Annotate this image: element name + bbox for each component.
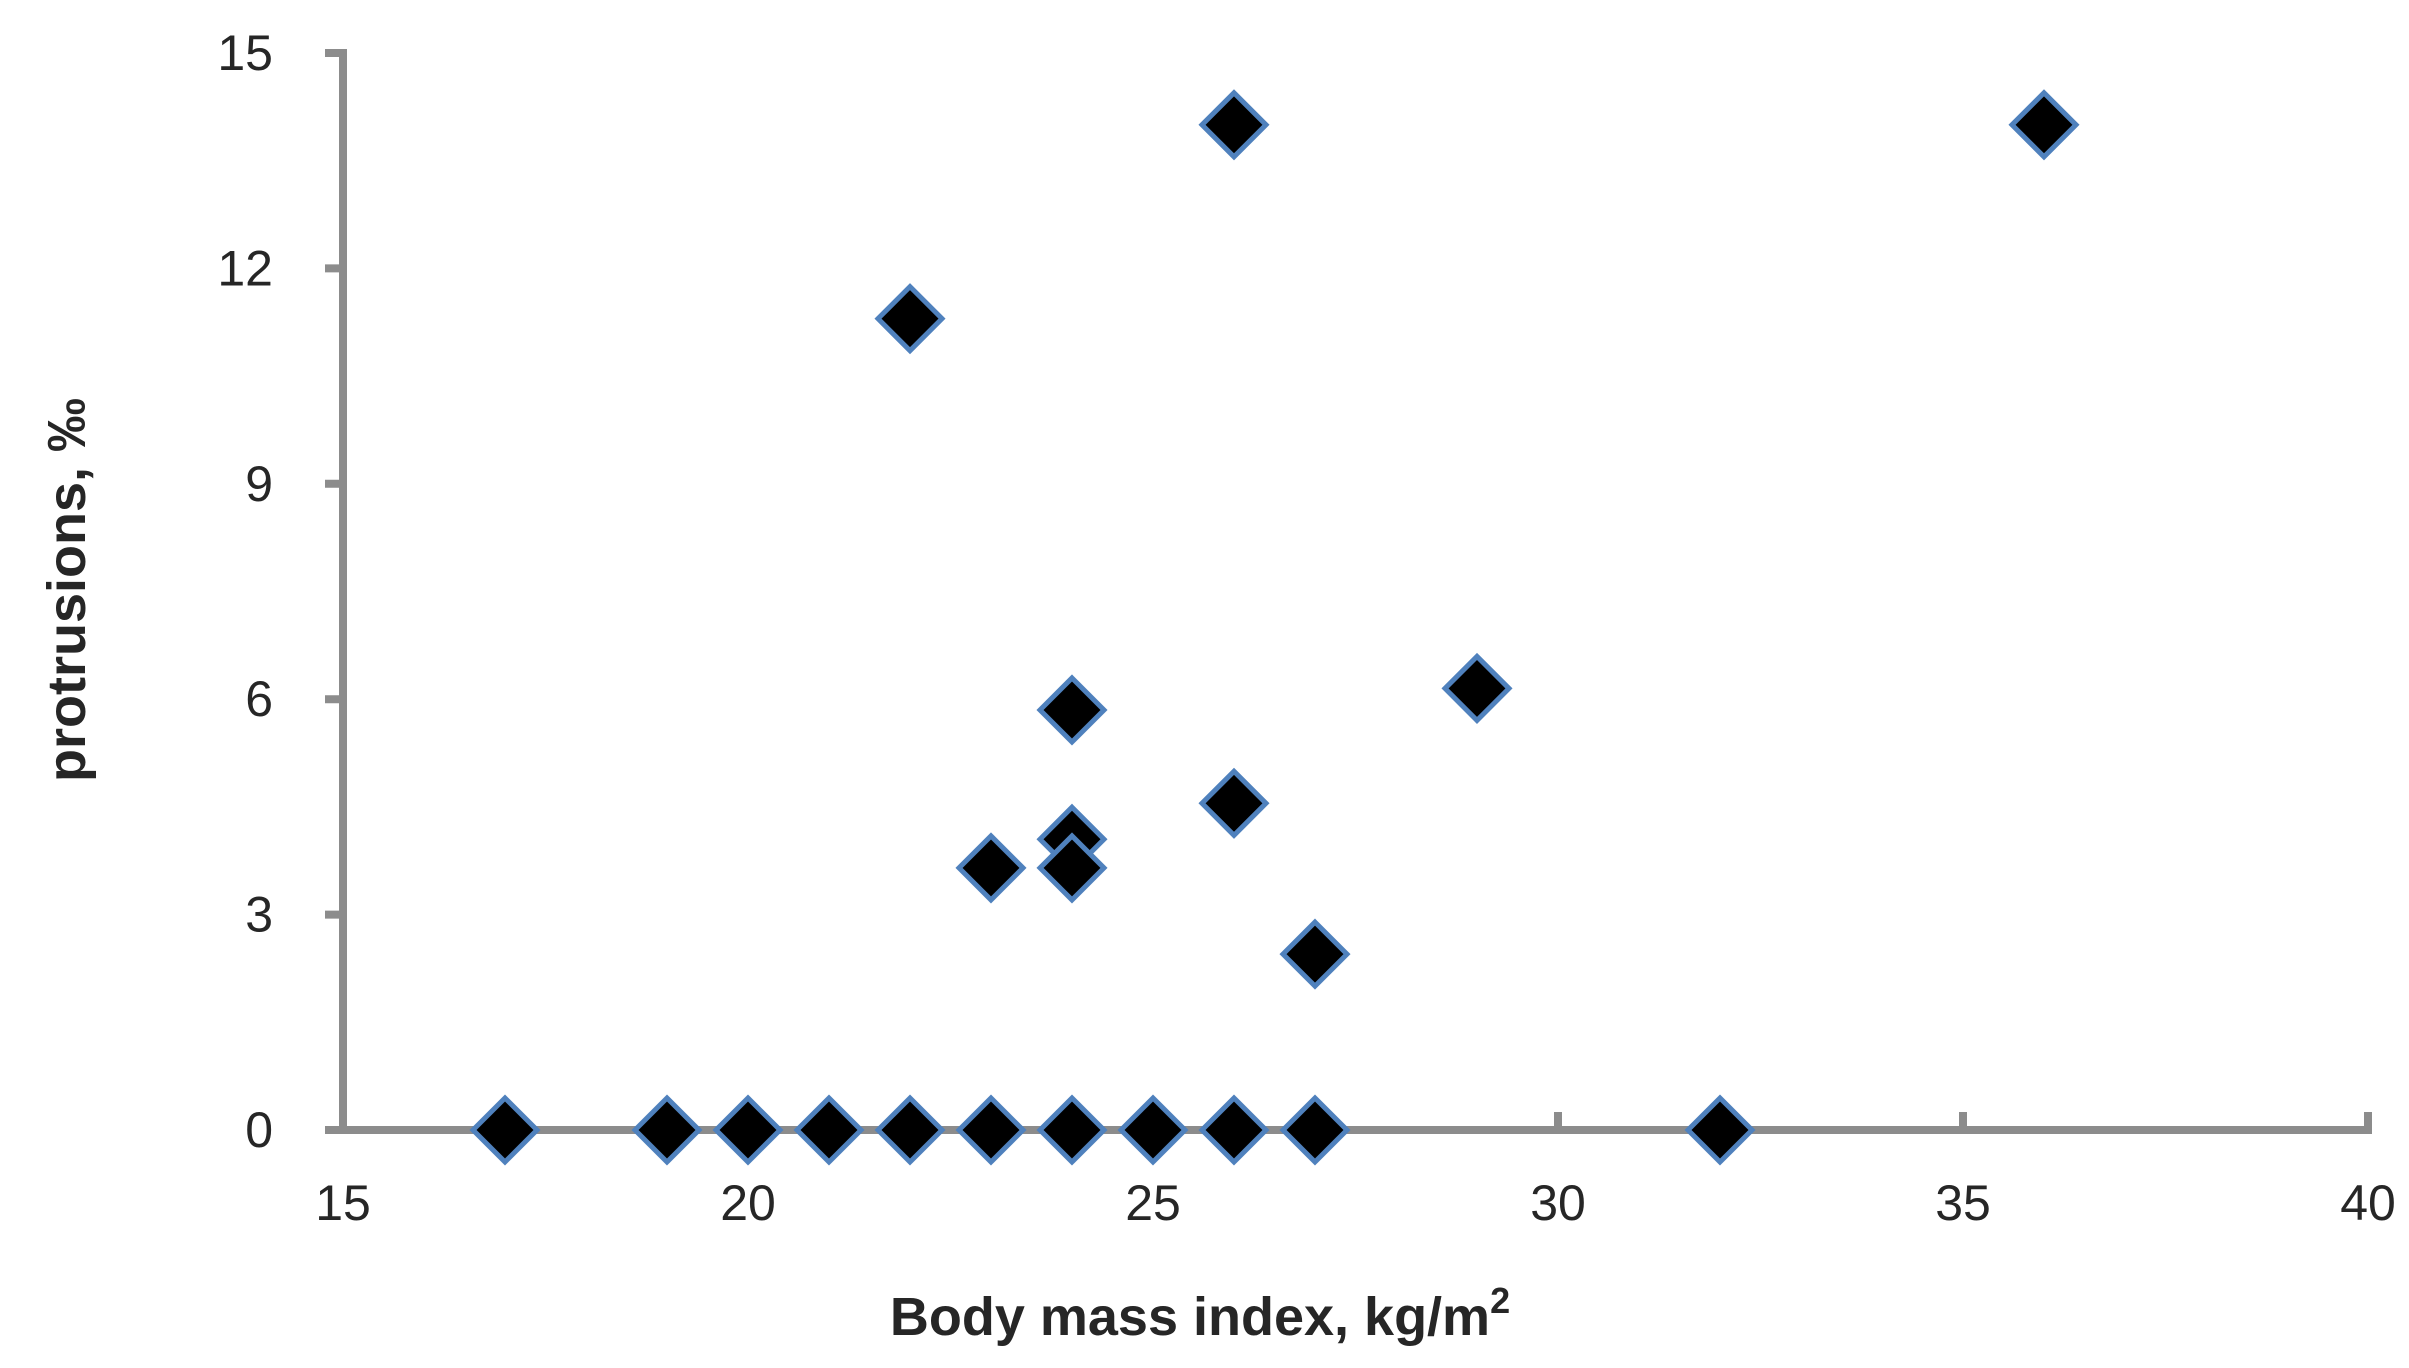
y-axis-title: protrusions, ‰ (37, 398, 97, 782)
data-point (712, 1094, 784, 1166)
x-tick-label: 40 (2340, 1175, 2396, 1231)
data-point (874, 283, 946, 355)
y-tick-label: 12 (217, 240, 273, 296)
data-point (1198, 89, 1270, 161)
data-point (1684, 1094, 1756, 1166)
data-point (1036, 1094, 1108, 1166)
data-point (2008, 89, 2080, 161)
data-point (1198, 1094, 1270, 1166)
data-point (793, 1094, 865, 1166)
data-points (469, 89, 2080, 1166)
data-point (955, 832, 1027, 904)
x-tick-label: 35 (1935, 1175, 1991, 1231)
data-point (1036, 832, 1108, 904)
data-point (1441, 652, 1513, 724)
axes (339, 49, 2372, 1134)
x-tick-label: 25 (1125, 1175, 1181, 1231)
y-tick-label: 9 (245, 456, 273, 512)
data-point (1117, 1094, 1189, 1166)
x-tick-label: 15 (315, 1175, 371, 1231)
y-tick-label: 6 (245, 671, 273, 727)
axis-ticks: 15 20 25 30 35 40 0 3 6 9 12 15 (217, 25, 2395, 1231)
x-tick-label: 30 (1530, 1175, 1586, 1231)
data-point (1036, 674, 1108, 746)
y-tick-label: 3 (245, 887, 273, 943)
y-tick-label: 0 (245, 1102, 273, 1158)
data-point (631, 1094, 703, 1166)
data-point (874, 1094, 946, 1166)
x-tick-label: 20 (720, 1175, 776, 1231)
data-point (1198, 767, 1270, 839)
data-point (955, 1094, 1027, 1166)
data-point (1279, 1094, 1351, 1166)
x-axis-title: Body mass index, kg/m2 (890, 1280, 1510, 1347)
y-tick-label: 15 (217, 25, 273, 81)
data-point (469, 1094, 541, 1166)
data-point (1279, 918, 1351, 990)
